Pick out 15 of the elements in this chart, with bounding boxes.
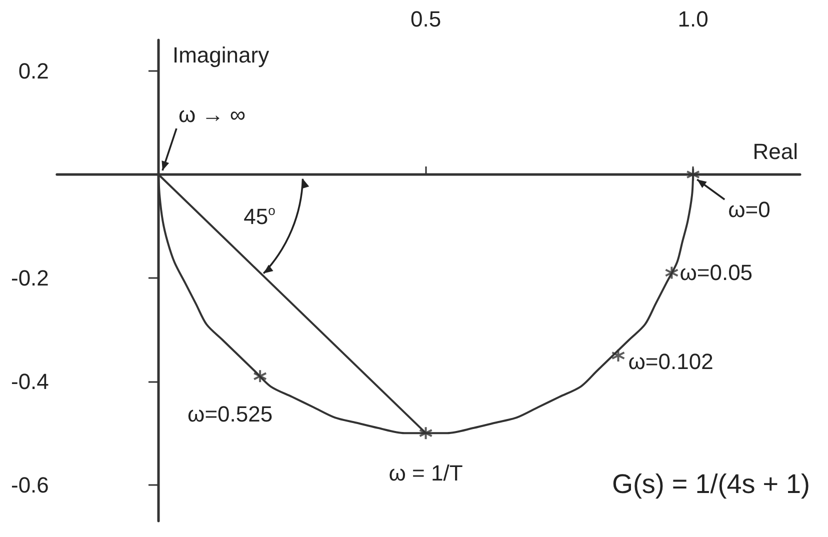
y-tick-label: -0.4: [10, 368, 49, 394]
y-axis-title: Imaginary: [172, 42, 270, 68]
x-tick-label: 1.0: [678, 6, 708, 32]
annotation: ω = 1/T: [388, 460, 463, 486]
annotation: ω=0.525: [188, 402, 273, 427]
annotation: ω=0.05: [680, 260, 753, 286]
y-tick-label: 0.2: [18, 58, 49, 84]
x-tick-label: 0.5: [410, 6, 442, 32]
annotation: G(s) = 1/(4s + 1): [612, 469, 810, 499]
x-axis-title: Real: [752, 138, 798, 164]
annotation: ω=0.102: [628, 348, 714, 374]
y-tick-label: -0.6: [10, 472, 49, 498]
y-tick-label: -0.2: [10, 265, 49, 290]
annotation: ω → ∞: [178, 102, 246, 127]
annotation: ω=0: [728, 196, 770, 222]
